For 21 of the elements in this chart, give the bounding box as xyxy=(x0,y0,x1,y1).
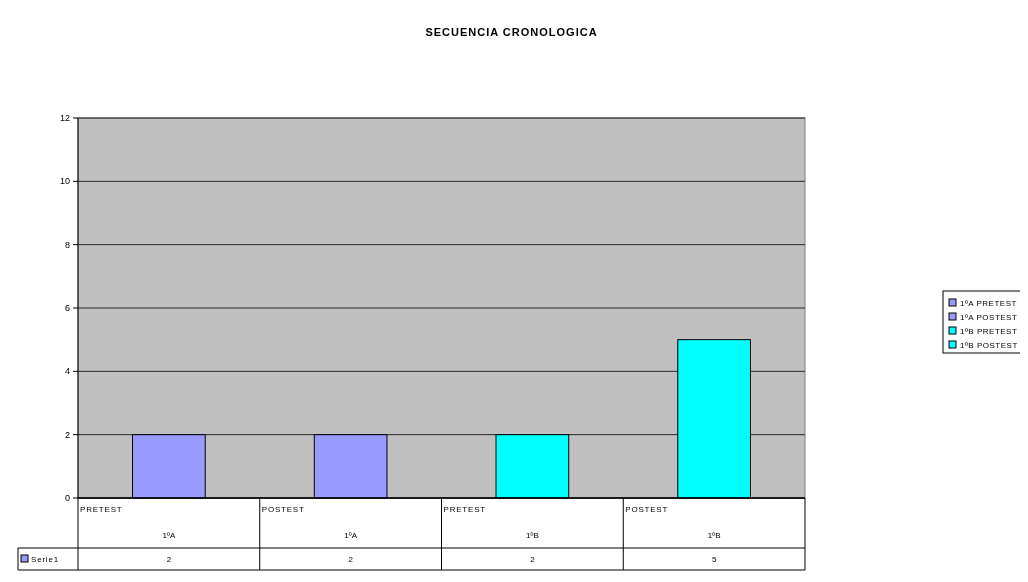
data-label: 2 xyxy=(348,555,354,564)
text: 1ºA POSTEST xyxy=(960,313,1018,322)
y-tick-label: 0 xyxy=(64,493,70,504)
y-tick-label: 12 xyxy=(59,113,70,124)
data-label: 2 xyxy=(166,555,172,564)
legend-label: Serie1 xyxy=(31,555,59,564)
y-tick-label: 10 xyxy=(59,176,70,187)
chart-title: SECUENCIA CRONOLOGICA xyxy=(425,26,598,38)
data-label: 2 xyxy=(530,555,536,564)
y-tick-label: 4 xyxy=(64,366,70,377)
category-label: POSTEST 1ºB xyxy=(625,505,721,540)
text: 1ºB PRETEST xyxy=(960,327,1018,336)
y-tick-label: 2 xyxy=(64,429,70,440)
text: 1ºB POSTEST xyxy=(960,341,1018,350)
text: 1ºA PRETEST xyxy=(960,299,1017,308)
data-label: 5 xyxy=(711,555,717,564)
category-label: PRETEST 1ºB xyxy=(443,505,539,540)
category-label: PRETEST 1ºA xyxy=(80,505,176,540)
y-tick-label: 8 xyxy=(64,239,70,250)
y-tick-label: 6 xyxy=(64,303,70,314)
category-label: POSTEST 1ºA xyxy=(261,505,357,540)
